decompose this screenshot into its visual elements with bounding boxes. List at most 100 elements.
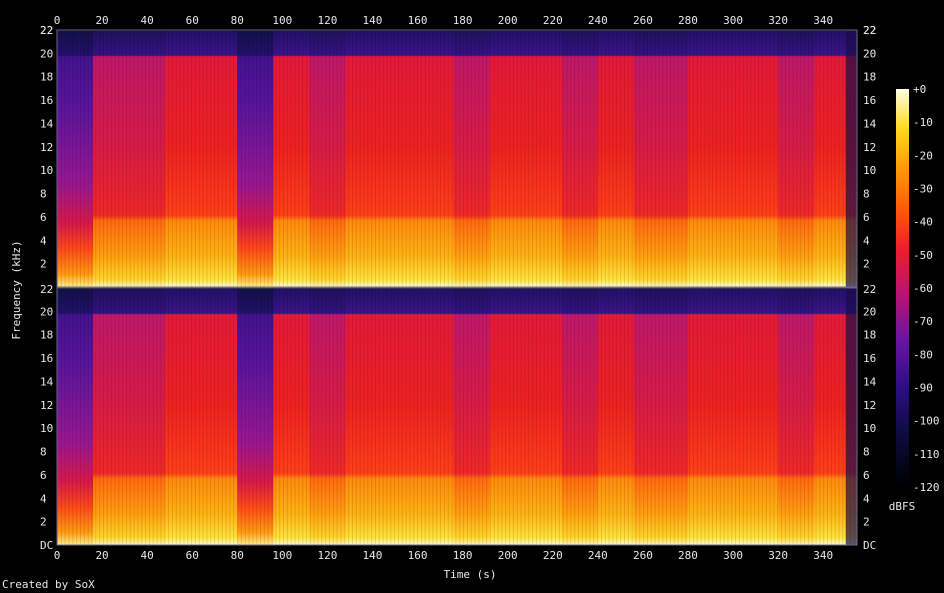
texture-line [156,288,158,545]
texture-line [524,288,526,545]
texture-line [374,30,376,287]
texture-line [834,288,836,545]
texture-line [731,30,733,287]
texture-line [650,30,652,287]
x-tick-label-bottom: 200 [498,549,518,562]
texture-line [409,288,411,545]
colorbar [896,89,909,487]
y-tick-label-right: 20 [863,47,876,60]
y-tick-label-left: 22 [40,24,53,37]
texture-line [382,288,384,545]
y-tick-label-left: 14 [40,117,54,130]
texture-line [187,30,189,287]
colorbar-tick-label: -60 [913,282,933,295]
texture-line [397,30,399,287]
y-tick-label-right: DC [863,539,876,552]
texture-line [773,30,775,287]
texture-line [512,30,514,287]
texture-line [493,30,495,287]
texture-line [122,30,124,287]
texture-line [823,288,825,545]
segment-6 [345,289,455,545]
texture-line [148,288,150,545]
texture-line [432,288,434,545]
texture-line [493,288,495,545]
texture-line [191,30,193,287]
texture-line [704,30,706,287]
segment-5 [309,289,346,545]
texture-line [221,30,223,287]
texture-line [466,30,468,287]
texture-line [198,30,200,287]
x-tick-label-top: 320 [768,14,788,27]
texture-line [290,288,292,545]
texture-line [704,288,706,545]
texture-line [505,30,507,287]
texture-line [486,30,488,287]
texture-line [562,288,564,545]
segment-10 [597,31,635,287]
texture-line [240,288,242,545]
texture-line [118,30,120,287]
texture-line [229,288,231,545]
texture-line [275,30,277,287]
texture-line [612,288,614,545]
x-tick-label-top: 80 [231,14,244,27]
texture-line [114,30,116,287]
texture-line [164,30,166,287]
texture-line [125,288,127,545]
texture-line [60,288,62,545]
texture-line [164,288,166,545]
texture-line [133,288,135,545]
x-tick-label-bottom: 60 [186,549,199,562]
colorbar-tick-label: -90 [913,382,933,395]
texture-line [654,30,656,287]
texture-line [187,288,189,545]
texture-line [574,288,576,545]
texture-line [428,288,430,545]
texture-line [666,288,668,545]
texture-line [351,30,353,287]
texture-line [76,30,78,287]
texture-line [727,30,729,287]
segment-11 [633,31,689,287]
texture-line [279,30,281,287]
colorbar-tick-label: -10 [913,116,933,129]
y-tick-label-left: 14 [40,375,54,388]
texture-line [604,30,606,287]
y-tick-label-left: 22 [40,24,53,37]
texture-line [390,30,392,287]
texture-line [501,288,503,545]
texture-line [535,30,537,287]
y-tick-label-left: 4 [40,492,47,505]
texture-line [646,288,648,545]
texture-line [750,288,752,545]
texture-line [815,30,817,287]
y-tick-label-right: 18 [863,71,876,84]
texture-line [428,30,430,287]
texture-line [635,30,637,287]
segment-11 [633,289,689,545]
texture-line [643,30,645,287]
texture-line [409,30,411,287]
texture-line [217,288,219,545]
texture-line [405,30,407,287]
x-tick-label-bottom: 240 [588,549,608,562]
texture-line [417,30,419,287]
texture-line [424,30,426,287]
texture-line [819,288,821,545]
x-tick-label-bottom: 80 [231,549,244,562]
y-tick-label-right: 10 [863,422,876,435]
y-tick-label-right: 6 [863,469,870,482]
texture-line [298,30,300,287]
texture-line [237,30,239,287]
texture-line [738,30,740,287]
x-tick-label-bottom: 20 [95,549,108,562]
texture-line [604,288,606,545]
x-tick-label-bottom: 140 [363,549,383,562]
texture-line [129,288,131,545]
x-tick-label-bottom: 0 [54,549,61,562]
texture-line [700,288,702,545]
texture-line [715,288,717,545]
segment-12 [687,289,779,545]
